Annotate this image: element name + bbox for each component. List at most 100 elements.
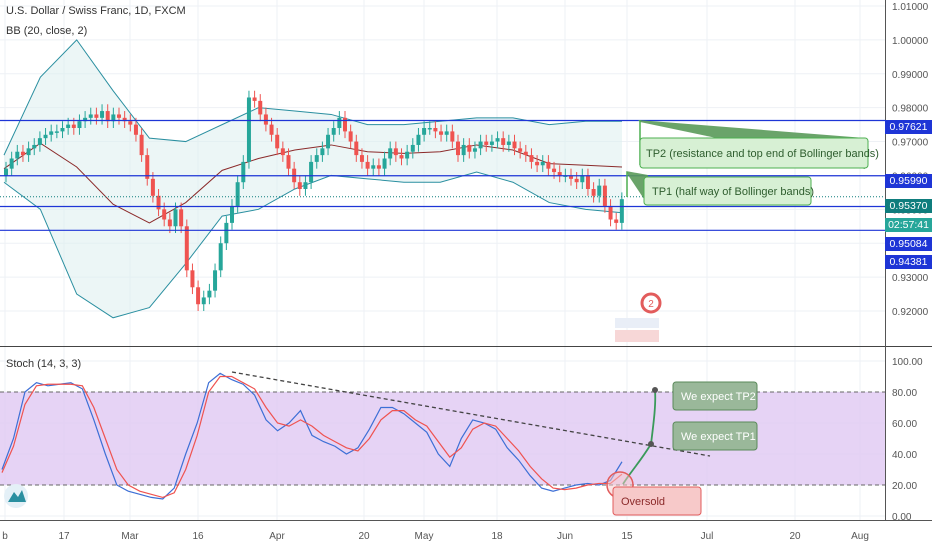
- stoch-line: [1, 372, 623, 500]
- price-tick-label: 0.92000: [892, 307, 929, 318]
- tp2-box: TP2 (resistance and top end of Bollinger…: [639, 137, 879, 169]
- time-tick-label: Mar: [121, 531, 139, 542]
- candle-body: [71, 124, 76, 128]
- candle-body: [489, 141, 494, 145]
- candle-body: [88, 114, 93, 118]
- price-tick-label: 0.93000: [892, 273, 929, 284]
- candle-body: [348, 131, 353, 142]
- stoch-trendline: [231, 371, 711, 457]
- candle-body: [365, 161, 370, 169]
- price-tick-label: 0.97000: [892, 138, 929, 149]
- time-tick-label: 16: [192, 531, 204, 542]
- price-tick-label: 0.99000: [892, 70, 929, 81]
- candle-body: [518, 148, 523, 152]
- candle-body: [207, 290, 212, 298]
- candle-body: [597, 185, 602, 196]
- stoch-label: Stoch (14, 3, 3): [6, 358, 82, 370]
- candle-body: [608, 205, 613, 220]
- candle-body: [523, 151, 528, 156]
- candle-body: [484, 141, 489, 145]
- candle-body: [133, 124, 138, 135]
- time-tick-label: 18: [491, 531, 503, 542]
- candle-body: [427, 128, 432, 130]
- candle-body: [314, 155, 319, 162]
- candle-body: [94, 114, 99, 118]
- candle-body: [580, 175, 585, 183]
- candle-body: [354, 141, 359, 156]
- candle-body: [501, 138, 506, 145]
- price-tag: 0.95084: [885, 237, 932, 251]
- candle-body: [450, 131, 455, 142]
- tp2-label: TP2 (resistance and top end of Bollinger…: [646, 148, 879, 160]
- candle-body: [478, 141, 483, 149]
- candle-body: [337, 117, 342, 128]
- candle-body: [614, 219, 619, 223]
- candle-body: [167, 219, 172, 227]
- indicator-label: BB (20, close, 2): [6, 25, 88, 37]
- candle-body: [309, 161, 314, 183]
- time-tick-label: b: [2, 531, 8, 542]
- stoch-tick-label: 60.00: [892, 419, 917, 430]
- candle-body: [405, 151, 410, 159]
- candle-body: [535, 161, 540, 166]
- candle-body: [196, 287, 201, 305]
- stoch-tick-label: 40.00: [892, 450, 917, 461]
- time-tick-label: 20: [358, 531, 370, 542]
- horizontal-levels: [0, 119, 885, 231]
- candle-body: [495, 138, 500, 142]
- candle-body: [77, 121, 82, 128]
- expect-tp2-label: We expect TP2: [681, 391, 756, 403]
- time-tick-label: Apr: [269, 531, 285, 542]
- price-tag: 0.95990: [885, 174, 932, 188]
- time-tick-label: Aug: [851, 531, 869, 542]
- price-tag: 0.95370: [885, 199, 932, 213]
- candle-body: [619, 199, 624, 223]
- candle-body: [258, 100, 263, 115]
- candle-body: [263, 114, 268, 125]
- time-tick-label: May: [415, 531, 434, 542]
- candle-body: [552, 168, 557, 173]
- stoch-tick-label: 100.00: [892, 357, 923, 368]
- candle-body: [416, 134, 421, 145]
- candle-body: [128, 121, 133, 125]
- time-axis: b 17 Mar 16 Apr 20 May 18 Jun 15 Jul 20 Aug: [2, 531, 869, 542]
- candle-body: [230, 205, 234, 223]
- stoch-tick-label: 80.00: [892, 388, 917, 399]
- candle-body: [37, 138, 42, 145]
- tp1-label: TP1 (half way of Bollinger bands): [652, 186, 814, 198]
- candle-body: [162, 209, 167, 220]
- candle-body: [456, 141, 460, 156]
- tp1-box: TP1 (half way of Bollinger bands): [643, 176, 814, 206]
- candle-body: [297, 182, 302, 189]
- candle-body: [320, 148, 325, 156]
- candle-body: [467, 144, 472, 152]
- candle-body: [190, 270, 195, 288]
- candle-body: [506, 141, 511, 145]
- oversold-box: Oversold: [612, 486, 702, 516]
- time-tick-label: 17: [58, 531, 70, 542]
- candle-body: [117, 114, 121, 118]
- candle-body: [303, 182, 308, 189]
- time-tick-label: 15: [621, 531, 633, 542]
- candle-body: [111, 114, 116, 122]
- candle-body: [326, 134, 331, 149]
- time-tick-label: Jul: [701, 531, 714, 542]
- oversold-label: Oversold: [621, 496, 665, 508]
- candle-body: [433, 128, 438, 132]
- price-tick-label: 1.01000: [892, 2, 929, 13]
- candle-body: [224, 222, 229, 244]
- candle-body: [569, 175, 573, 179]
- candle-body: [574, 178, 579, 183]
- candle-body: [382, 158, 387, 169]
- price-tag: 0.94381: [885, 255, 932, 269]
- candle-body: [83, 117, 88, 122]
- candle-body: [20, 151, 25, 156]
- candle-body: [173, 209, 178, 227]
- candle-body: [331, 128, 336, 135]
- price-tag: 02:57:41: [885, 218, 932, 232]
- candle-body: [66, 124, 71, 128]
- candle-body: [512, 141, 517, 149]
- candle-body: [591, 189, 596, 196]
- candle-body: [32, 144, 37, 149]
